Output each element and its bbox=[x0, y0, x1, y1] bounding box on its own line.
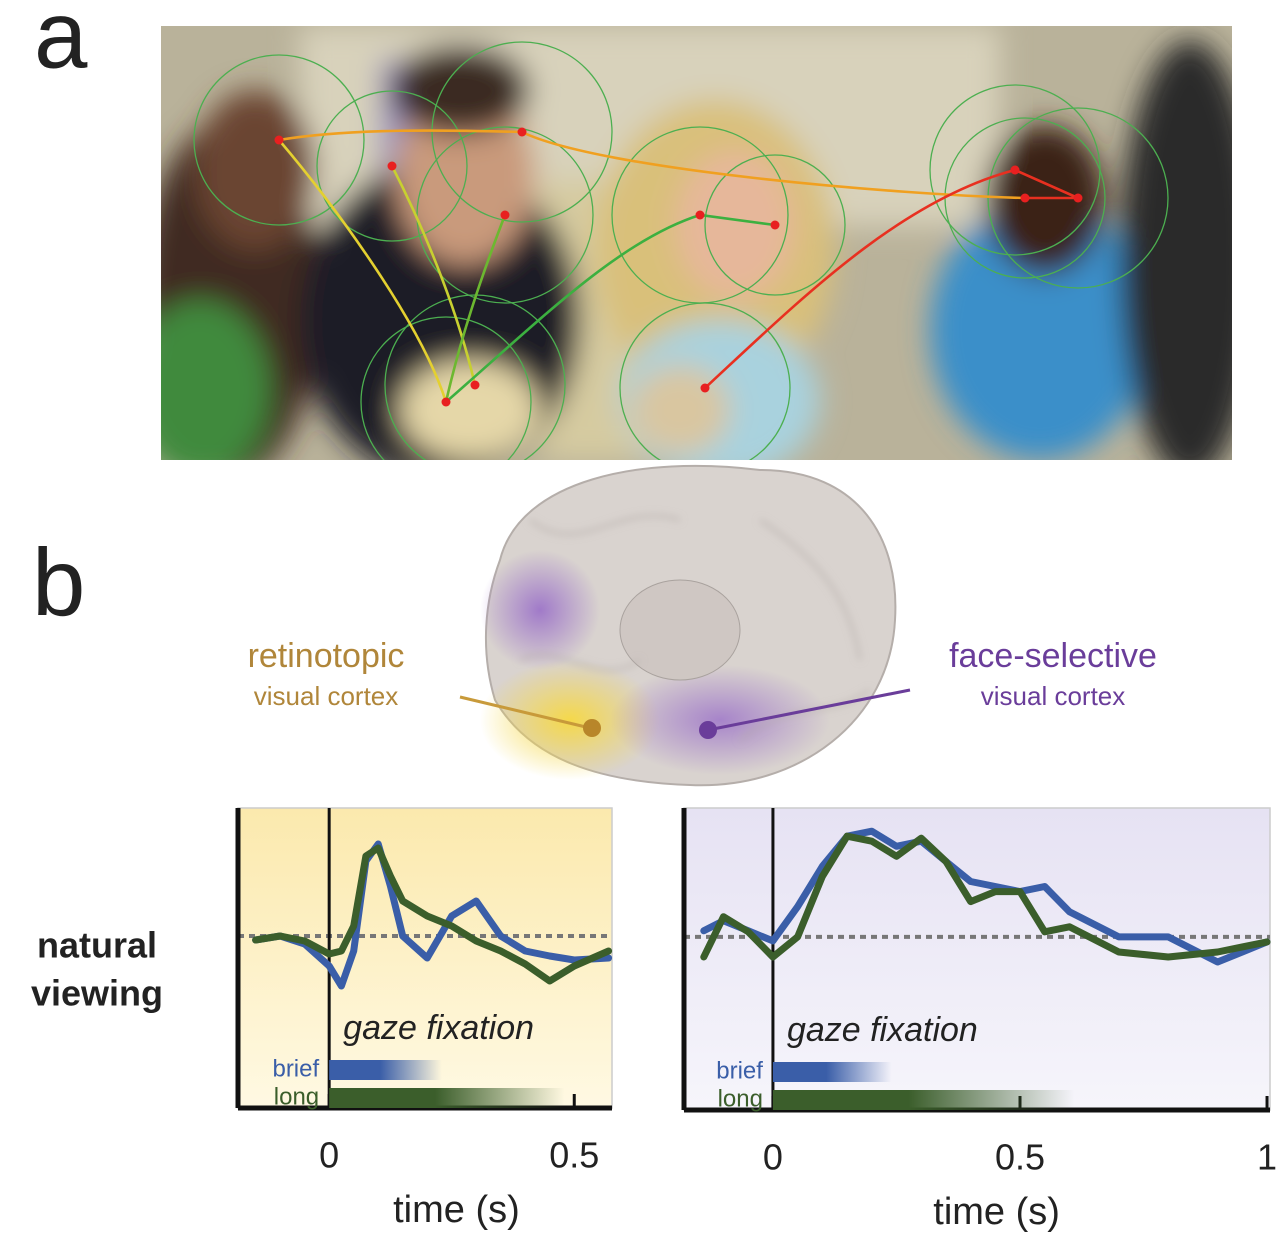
x-tick-label: 0.5 bbox=[995, 1137, 1045, 1178]
annotation: gaze fixation bbox=[343, 1009, 534, 1047]
legend-label: brief bbox=[716, 1057, 763, 1084]
row-label: natural bbox=[37, 925, 157, 966]
annotation: gaze fixation bbox=[787, 1011, 978, 1049]
brain-illustration bbox=[460, 466, 910, 785]
legend-label: brief bbox=[272, 1055, 319, 1082]
legend-label: long bbox=[718, 1085, 763, 1112]
fixation-bar bbox=[329, 1060, 442, 1080]
legend-label: long bbox=[274, 1083, 319, 1110]
brain-sublabel: visual cortex bbox=[254, 681, 399, 711]
brain-label: retinotopic bbox=[248, 637, 405, 675]
x-axis-label: time (s) bbox=[933, 1191, 1060, 1233]
x-axis-label: time (s) bbox=[393, 1189, 520, 1231]
brain-label: face-selective bbox=[949, 637, 1157, 675]
x-tick-label: 1 bbox=[1257, 1137, 1277, 1178]
x-tick-label: 0 bbox=[763, 1137, 783, 1178]
row-label: viewing bbox=[31, 973, 163, 1014]
figure: a b bbox=[0, 0, 1280, 1234]
fixation-bar bbox=[329, 1088, 564, 1108]
brain-sublabel: visual cortex bbox=[981, 681, 1126, 711]
panel-label: b bbox=[32, 529, 85, 636]
panel-label: a bbox=[34, 0, 88, 88]
fixation-bar bbox=[773, 1090, 1074, 1110]
fixation-bar bbox=[773, 1062, 892, 1082]
x-tick-label: 0 bbox=[319, 1135, 339, 1176]
x-tick-label: 0.5 bbox=[549, 1135, 599, 1176]
photo bbox=[130, 26, 1260, 487]
